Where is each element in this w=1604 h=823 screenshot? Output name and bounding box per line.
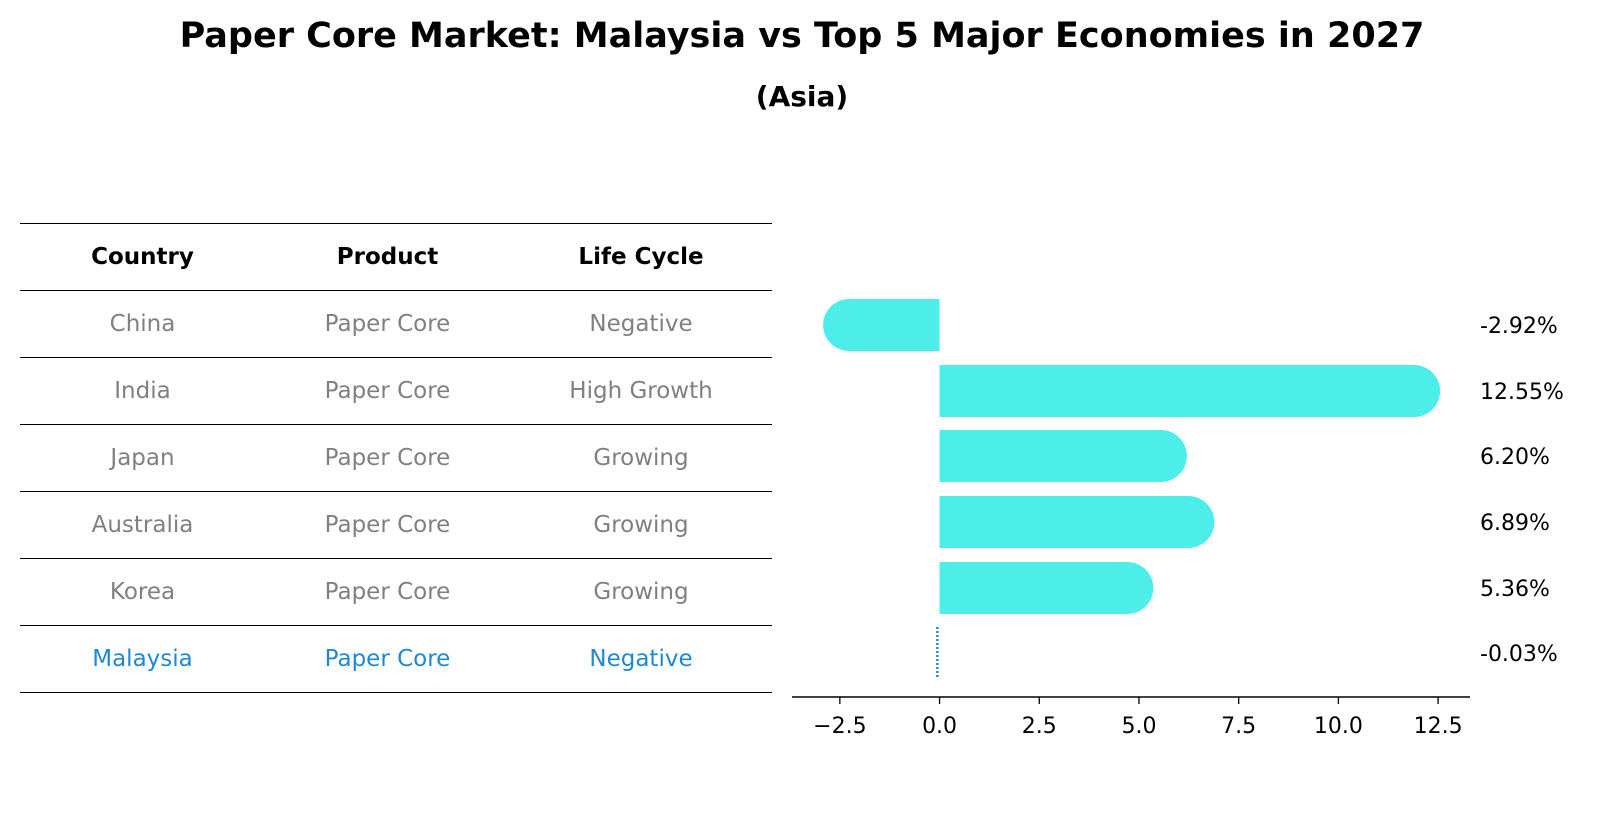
bar-japan	[939, 430, 1187, 482]
bar-china	[823, 299, 940, 351]
x-tick-label: 0.0	[922, 714, 957, 739]
bar-korea	[939, 562, 1154, 614]
cell-product: Paper Core	[265, 290, 510, 358]
value-label-malaysia: -0.03%	[1480, 642, 1558, 667]
table-header-row: Country Product Life Cycle	[20, 223, 772, 291]
cell-life-cycle: High Growth	[510, 357, 772, 425]
cell-life-cycle: Growing	[510, 491, 772, 559]
cell-product: Paper Core	[265, 491, 510, 559]
value-label-japan: 6.20%	[1480, 445, 1550, 470]
table-row-highlighted: Malaysia Paper Core Negative	[20, 625, 772, 693]
table-row: China Paper Core Negative	[20, 290, 772, 358]
bar-india	[939, 365, 1441, 417]
x-tick-label: 5.0	[1121, 714, 1156, 739]
cell-product: Paper Core	[265, 424, 510, 492]
table-row: Japan Paper Core Growing	[20, 424, 772, 492]
cell-country: India	[20, 357, 265, 425]
cell-country: Australia	[20, 491, 265, 559]
value-label-india: 12.55%	[1480, 380, 1564, 405]
cell-life-cycle: Growing	[510, 558, 772, 626]
country-table: Country Product Life Cycle China Paper C…	[20, 223, 772, 693]
cell-product: Paper Core	[265, 558, 510, 626]
table-row: Australia Paper Core Growing	[20, 491, 772, 559]
table-row: Korea Paper Core Growing	[20, 558, 772, 626]
cell-country: Japan	[20, 424, 265, 492]
x-tick-label: 2.5	[1022, 714, 1057, 739]
cell-product: Paper Core	[265, 357, 510, 425]
bar-australia	[939, 496, 1215, 548]
x-tick-label: 7.5	[1221, 714, 1256, 739]
cell-life-cycle: Negative	[510, 290, 772, 358]
cell-country: China	[20, 290, 265, 358]
x-tick-label: −2.5	[813, 714, 866, 739]
header-life-cycle: Life Cycle	[510, 223, 772, 291]
header-country: Country	[20, 223, 265, 291]
x-tick-label: 10.0	[1314, 714, 1363, 739]
cell-life-cycle: Negative	[510, 625, 772, 693]
header-product: Product	[265, 223, 510, 291]
cell-product: Paper Core	[265, 625, 510, 693]
table-row: India Paper Core High Growth	[20, 357, 772, 425]
value-label-china: -2.92%	[1480, 314, 1558, 339]
value-label-korea: 5.36%	[1480, 577, 1550, 602]
value-label-australia: 6.89%	[1480, 511, 1550, 536]
cell-country: Malaysia	[20, 625, 265, 693]
x-tick-label: 12.5	[1414, 714, 1463, 739]
chart-title: Paper Core Market: Malaysia vs Top 5 Maj…	[179, 16, 1425, 56]
cell-life-cycle: Growing	[510, 424, 772, 492]
cell-country: Korea	[20, 558, 265, 626]
chart-subtitle: (Asia)	[755, 80, 849, 113]
